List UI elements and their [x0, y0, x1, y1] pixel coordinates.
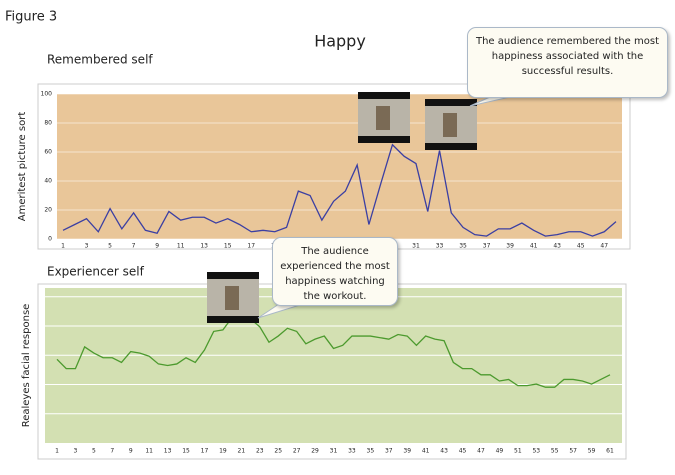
x-tick-label: 1 — [55, 448, 59, 455]
figure-label: Figure 3 — [5, 10, 57, 25]
x-tick-label: 53 — [532, 448, 540, 455]
x-tick-label: 55 — [551, 448, 559, 455]
y-tick-label: 0 — [48, 236, 52, 243]
data-line — [56, 316, 611, 388]
y-tick-label: 60 — [44, 149, 52, 156]
x-tick-label: 37 — [483, 243, 491, 250]
x-tick-label: 35 — [367, 448, 375, 455]
x-tick-label: 51 — [514, 448, 522, 455]
callout-text: happiness watching — [285, 276, 385, 287]
callout-text: the workout. — [303, 291, 367, 302]
x-tick-label: 21 — [238, 448, 246, 455]
x-tick-label: 3 — [74, 448, 78, 455]
chart-title: Experiencer self — [47, 265, 145, 279]
figure-title: Happy — [314, 32, 366, 51]
x-tick-label: 37 — [385, 448, 393, 455]
callout-text: successful results. — [521, 66, 614, 77]
callout: The audience remembered the most happines… — [467, 27, 668, 98]
x-tick-label: 1 — [61, 243, 65, 250]
x-tick-label: 23 — [256, 448, 264, 455]
x-tick-label: 7 — [110, 448, 114, 455]
y-axis-label: Realeyes facial response — [21, 304, 32, 428]
thumbnail-detail — [376, 106, 390, 130]
x-tick-label: 31 — [412, 243, 420, 250]
x-tick-label: 45 — [577, 243, 585, 250]
x-tick-label: 15 — [224, 243, 232, 250]
chart-title: Remembered self — [47, 53, 153, 67]
x-tick-label: 5 — [108, 243, 112, 250]
callout-text: experienced the most — [280, 261, 390, 272]
y-tick-label: 40 — [44, 178, 52, 185]
callout-text: happiness associated with the — [491, 51, 644, 62]
plot-area — [45, 288, 622, 443]
x-tick-label: 39 — [506, 243, 514, 250]
callout-text: The audience remembered the most — [475, 36, 660, 47]
x-tick-label: 35 — [459, 243, 467, 250]
callout-text: The audience — [301, 246, 369, 257]
x-tick-label: 39 — [403, 448, 411, 455]
x-tick-label: 33 — [348, 448, 356, 455]
x-tick-label: 13 — [200, 243, 208, 250]
x-tick-label: 13 — [164, 448, 172, 455]
callout: The audience experienced the most happines… — [272, 237, 398, 306]
x-tick-label: 47 — [477, 448, 485, 455]
x-tick-label: 11 — [145, 448, 153, 455]
x-tick-label: 31 — [330, 448, 338, 455]
x-tick-label: 3 — [85, 243, 89, 250]
x-tick-label: 25 — [274, 448, 282, 455]
x-tick-label: 41 — [422, 448, 430, 455]
y-tick-label: 80 — [44, 120, 52, 127]
data-line — [62, 143, 617, 237]
x-tick-label: 59 — [588, 448, 596, 455]
x-tick-label: 45 — [459, 448, 467, 455]
x-tick-label: 9 — [155, 243, 159, 250]
x-tick-label: 29 — [311, 448, 319, 455]
x-tick-label: 47 — [600, 243, 608, 250]
x-tick-label: 43 — [553, 243, 561, 250]
x-tick-label: 33 — [436, 243, 444, 250]
x-tick-label: 61 — [606, 448, 614, 455]
x-tick-label: 57 — [569, 448, 577, 455]
x-tick-label: 19 — [219, 448, 227, 455]
x-tick-label: 5 — [92, 448, 96, 455]
x-tick-label: 49 — [496, 448, 504, 455]
x-tick-label: 7 — [132, 243, 136, 250]
y-axis-label: Ameritest picture sort — [17, 112, 28, 222]
x-tick-label: 17 — [201, 448, 209, 455]
x-tick-label: 15 — [182, 448, 190, 455]
x-tick-label: 9 — [129, 448, 133, 455]
x-tick-label: 17 — [247, 243, 255, 250]
x-tick-label: 43 — [440, 448, 448, 455]
plot-area — [57, 94, 622, 239]
thumbnail-detail — [443, 113, 457, 137]
y-tick-label: 100 — [41, 91, 53, 98]
thumbnail-detail — [225, 286, 239, 310]
x-tick-label: 27 — [293, 448, 301, 455]
x-tick-label: 11 — [177, 243, 185, 250]
x-tick-label: 41 — [530, 243, 538, 250]
y-tick-label: 20 — [44, 207, 52, 214]
